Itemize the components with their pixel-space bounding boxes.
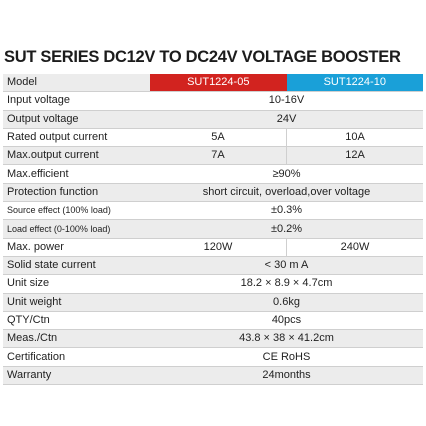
model-2-value: 10A (286, 128, 423, 148)
row-label: Warranty (3, 366, 150, 386)
page-title: SUT SERIES DC12V TO DC24V VOLTAGE BOOSTE… (4, 48, 401, 66)
row-value: 18.2 × 8.9 × 4.7cm (150, 274, 423, 294)
table-row: Rated output current 5A 10A (3, 128, 423, 148)
row-label: Unit weight (3, 293, 150, 312)
table-row: QTY/Ctn 40pcs (3, 311, 423, 331)
table-header-row: Model SUT1224-05 SUT1224-10 (3, 74, 423, 93)
spec-table: Model SUT1224-05 SUT1224-10 Input voltag… (3, 74, 423, 386)
table-row: Unit weight 0.6kg (3, 293, 423, 312)
row-label: Meas./Ctn (3, 329, 150, 349)
row-label: Max.efficient (3, 164, 150, 184)
row-value: ±0.3% (150, 201, 423, 221)
table-row: Meas./Ctn 43.8 × 38 × 41.2cm (3, 329, 423, 349)
model-2-value: 12A (286, 146, 423, 166)
model-2-header: SUT1224-10 (286, 74, 423, 93)
row-value: 0.6kg (150, 293, 423, 312)
model-label: Model (3, 74, 150, 93)
row-label: Input voltage (3, 91, 150, 111)
row-value: ±0.2% (150, 219, 423, 239)
table-row: Certification CE RoHS (3, 347, 423, 367)
row-value: 10-16V (150, 91, 423, 111)
model-1-value: 5A (150, 128, 287, 148)
row-value: 24months (150, 366, 423, 386)
table-row: Max. power 120W 240W (3, 238, 423, 257)
row-label: Unit size (3, 274, 150, 294)
table-row: Max.efficient ≥90% (3, 164, 423, 184)
row-label: Max. power (3, 238, 150, 257)
row-label: Load effect (0-100% load) (3, 219, 150, 239)
row-label: QTY/Ctn (3, 311, 150, 331)
table-row: Input voltage 10-16V (3, 91, 423, 111)
row-label: Rated output current (3, 128, 150, 148)
table-row: Protection function short circuit, overl… (3, 183, 423, 203)
table-row: Load effect (0-100% load) ±0.2% (3, 219, 423, 239)
model-2-value: 240W (286, 238, 423, 257)
row-label: Source effect (100% load) (3, 201, 150, 221)
row-value: short circuit, overload,over voltage (150, 183, 423, 203)
table-row: Unit size 18.2 × 8.9 × 4.7cm (3, 274, 423, 294)
row-value: 43.8 × 38 × 41.2cm (150, 329, 423, 349)
table-row: Warranty 24months (3, 366, 423, 386)
row-value: CE RoHS (150, 347, 423, 367)
row-label: Max.output current (3, 146, 150, 166)
table-row: Max.output current 7A 12A (3, 146, 423, 166)
table-row: Output voltage 24V (3, 110, 423, 129)
row-label: Certification (3, 347, 150, 367)
model-1-value: 120W (150, 238, 287, 257)
row-value: ≥90% (150, 164, 423, 184)
row-label: Solid state current (3, 256, 150, 276)
model-1-header: SUT1224-05 (150, 74, 287, 93)
table-row: Source effect (100% load) ±0.3% (3, 201, 423, 221)
row-value: 24V (150, 110, 423, 129)
row-label: Output voltage (3, 110, 150, 129)
row-value: < 30 m A (150, 256, 423, 276)
row-value: 40pcs (150, 311, 423, 331)
table-row: Solid state current < 30 m A (3, 256, 423, 276)
row-label: Protection function (3, 183, 150, 203)
model-1-value: 7A (150, 146, 287, 166)
